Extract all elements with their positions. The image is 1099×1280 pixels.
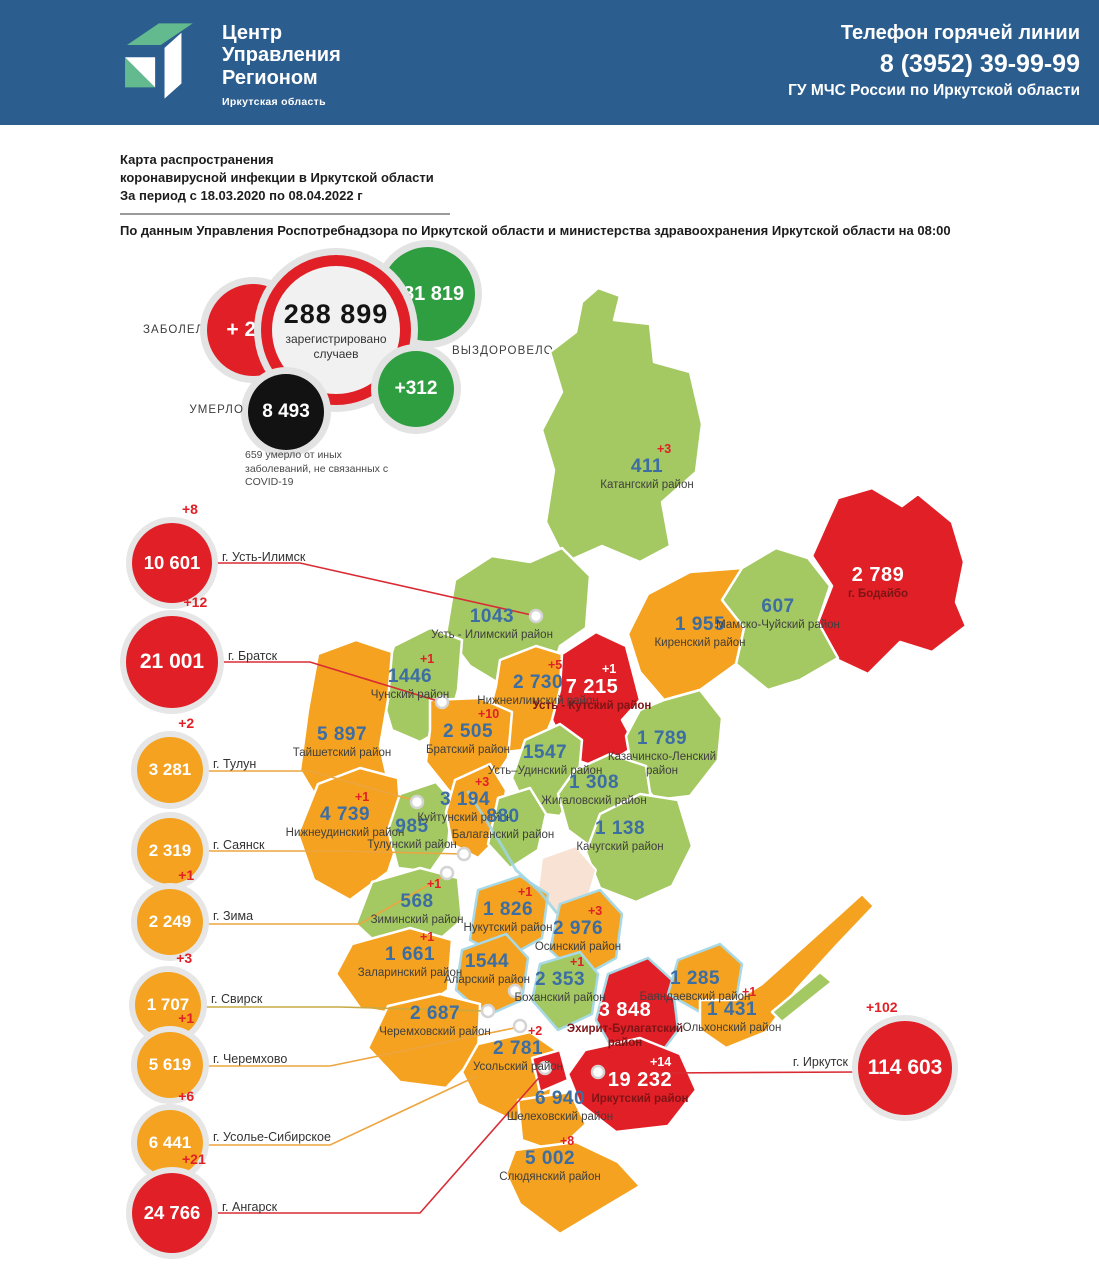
district-shape-katangsky [540,286,704,564]
map-title-line: коронавирусной инфекции в Иркутской обла… [120,170,434,186]
callout-line-bratsk [218,661,442,703]
deaths-note: 659 умерло от иных заболеваний, не связа… [245,449,389,489]
callout-line-usolye [206,1075,478,1146]
logo-cube-icon [125,23,193,99]
recovered-delta: +312 [394,378,438,399]
logo-text: Центр Управления Регионом Иркутская обла… [222,22,341,108]
district-shape-slyudyansky [504,1140,642,1236]
district-shape-irkutsky [566,1036,698,1134]
died-circle: 8 493 [248,374,324,450]
hotline-block: Телефон горячей линии 8 (3952) 39-99-99 … [788,22,1080,100]
district-shape-balagansky [486,786,548,870]
callout-line-angarsk [215,1071,545,1214]
city-dot [528,608,544,624]
logo-title-line: Управления [222,44,341,67]
district-shape-ziminsky [354,866,464,954]
callout-line-ust-ilimsk [212,562,537,617]
source-line: По данным Управления Роспотребнадзора по… [120,222,951,238]
district-shape-olkhonsky [698,892,876,1050]
district-shape-shelekhovsky [516,1090,588,1154]
recovered-delta-circle: +312 [378,351,454,427]
died-label: УМЕРЛО [189,404,244,416]
district-shape-ekhirit [594,956,680,1062]
registered-total: 288 899 [283,298,389,329]
city-dot [434,694,450,710]
district-shape-olkhon-island [770,970,834,1024]
header: Центр Управления Регионом Иркутская обла… [0,0,1099,125]
city-dot [590,1064,606,1080]
died-total: 8 493 [262,401,310,422]
district-shape-tulunsky [386,780,454,874]
city-dot [512,1018,528,1034]
divider [120,212,450,215]
reservoir-line [466,790,558,914]
map-title-line: Карта распространения [120,152,274,167]
city-dot [439,865,455,881]
callout-line-zima [203,874,447,925]
callout-line-irkutsk [659,1071,859,1074]
hotline-phone: 8 (3952) 39-99-99 [879,50,1080,78]
registered-caption: зарегистрировано случаев [285,331,387,361]
city-dot [409,794,425,810]
hotline-label: Телефон горячей линии [840,22,1080,44]
logo-title-line: Центр [222,22,283,44]
logo-subtitle: Иркутская область [222,96,326,109]
recovered-total: 281 819 [391,282,465,305]
logo-title-line: Регионом [222,66,318,89]
callout-line-tulun [203,770,417,802]
callout-line-svirsk [201,1006,488,1012]
district-shape-kirensky [626,566,746,702]
recovered-label: ВЫЗДОРОВЕЛО [452,345,554,357]
district-shape-bodaibo [810,486,968,676]
district-shape-nizhneudinsky [296,766,404,902]
callout-line-sayansk [203,850,464,855]
infected-label: ЗАБОЛЕЛО [143,324,215,336]
city-dot [480,1003,496,1019]
callout-line-cheremkhovo [205,1026,520,1067]
title-block: Карта распространения коронавирусной инф… [120,151,1040,238]
district-shape-bokhansky [530,950,600,1032]
district-shape-kazachinsky [624,688,724,802]
hotline-org: ГУ МЧС России по Иркутской области [788,82,1080,99]
city-dot [456,846,472,862]
city-dot [537,1060,553,1076]
logo: Центр Управления Регионом Иркутская обла… [110,14,341,108]
district-shape-nukutsky [468,874,550,960]
map-title-line: За период с 18.03.2020 по 08.04.2022 г [120,188,363,204]
city-dot [507,983,523,999]
